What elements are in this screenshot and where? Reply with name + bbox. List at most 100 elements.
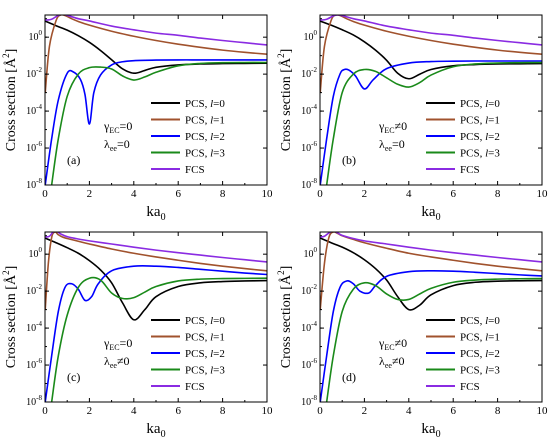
legend-entry: PCS, l=3 — [426, 148, 500, 160]
legend-label: PCS, l=3 — [185, 365, 225, 377]
y-tick-base: 10 — [29, 32, 39, 43]
legend-label-prefix: PCS, — [185, 365, 210, 377]
y-axis-label-close: ] — [4, 49, 19, 54]
legend-label: PCS, l=2 — [460, 131, 500, 143]
x-tick-label: 6 — [450, 405, 456, 417]
parameter-symbol: γ — [103, 119, 110, 133]
y-tick-exponent: -4 — [36, 320, 42, 328]
y-tick-exponent: -4 — [36, 103, 42, 111]
y-axis-label: Cross section [Å2] — [1, 49, 19, 152]
legend-label-prefix: PCS, — [185, 115, 210, 127]
parameter-subscript: EC — [109, 343, 119, 352]
y-tick-label: 10-8 — [26, 177, 42, 191]
legend-label-l: l — [210, 348, 213, 360]
x-axis-label-sub: 0 — [161, 429, 166, 440]
y-tick-base: 10 — [26, 397, 36, 408]
y-tick-base: 10 — [301, 180, 311, 191]
parameter-annotation: γEC=0 — [103, 336, 132, 352]
legend-label: FCS — [185, 381, 205, 393]
x-tick-label: 8 — [220, 405, 226, 417]
series-line — [320, 20, 542, 80]
legend-label-prefix: PCS, — [460, 365, 485, 377]
parameter-symbol: λ — [104, 354, 110, 368]
legend-label-l: l — [210, 332, 213, 344]
legend-label-l: l — [210, 315, 213, 327]
y-axis-label-text: Cross section [ — [4, 68, 19, 152]
x-axis-label-sub: 0 — [436, 429, 441, 440]
parameter-annotation: λee≠0 — [379, 354, 405, 370]
panel-label: (a) — [67, 153, 80, 167]
legend-entry: PCS, l=0 — [426, 98, 500, 110]
y-tick-label: 100 — [304, 246, 318, 260]
y-tick-exponent: -2 — [311, 66, 317, 74]
y-axis-label-close: ] — [279, 266, 294, 271]
y-tick-exponent: -2 — [311, 283, 317, 291]
y-axis-label: Cross section [Å2] — [276, 49, 294, 152]
legend-label: FCS — [460, 381, 480, 393]
legend-label-l: l — [210, 131, 213, 143]
legend-label-prefix: PCS, — [460, 98, 485, 110]
y-tick-label: 10-4 — [26, 103, 42, 117]
legend-label-prefix: PCS, — [185, 131, 210, 143]
x-tick-label: 2 — [87, 188, 93, 200]
y-tick-exponent: -8 — [36, 394, 42, 402]
y-axis-label-close: ] — [4, 266, 19, 271]
y-tick-exponent: -2 — [36, 66, 42, 74]
legend-label-text: FCS — [185, 164, 205, 176]
parameter-relation: ≠0 — [392, 354, 405, 368]
series-line — [325, 277, 542, 402]
legend-entry: PCS, l=2 — [151, 131, 225, 143]
legend-label: PCS, l=3 — [185, 148, 225, 160]
parameter-annotation: λee=0 — [379, 137, 405, 153]
legend-label: PCS, l=0 — [185, 315, 225, 327]
y-axis-label-text: Cross section [ — [279, 68, 294, 152]
legend-entry: PCS, l=3 — [151, 365, 225, 377]
parameter-symbol: λ — [104, 137, 110, 151]
x-tick-label: 0 — [42, 188, 48, 200]
parameter-subscript: ee — [110, 144, 118, 153]
legend-label-value: =3 — [488, 365, 500, 377]
x-tick-label: 4 — [131, 188, 137, 200]
legend-entry: PCS, l=1 — [426, 332, 500, 344]
y-axis-label: Cross section [Å2] — [276, 266, 294, 369]
legend-label: PCS, l=0 — [460, 315, 500, 327]
y-tick-base: 10 — [304, 32, 314, 43]
series-line — [45, 20, 267, 75]
y-tick-base: 10 — [26, 69, 36, 80]
legend-label-value: =1 — [488, 115, 500, 127]
legend-label-l: l — [485, 148, 488, 160]
parameter-symbol: γ — [103, 336, 110, 350]
legend-label-value: =2 — [488, 348, 500, 360]
legend-label: PCS, l=1 — [185, 332, 225, 344]
legend-label-value: =0 — [213, 98, 225, 110]
x-axis-label: ka0 — [421, 421, 440, 440]
parameter-symbol: λ — [379, 354, 385, 368]
parameter-relation: ≠0 — [395, 119, 408, 133]
legend-label-text: FCS — [460, 381, 480, 393]
y-tick-label: 100 — [29, 29, 43, 43]
legend-entry: PCS, l=3 — [426, 365, 500, 377]
x-tick-label: 6 — [450, 188, 456, 200]
y-tick-exponent: -8 — [36, 177, 42, 185]
parameter-annotation: γEC≠0 — [378, 119, 407, 135]
legend-label-value: =2 — [213, 348, 225, 360]
x-tick-label: 10 — [262, 405, 274, 417]
x-axis-label-text: ka — [421, 204, 436, 220]
legend-label: PCS, l=0 — [185, 98, 225, 110]
y-tick-label: 10-6 — [26, 357, 42, 371]
x-axis-label-sub: 0 — [161, 212, 166, 223]
legend-label-l: l — [485, 332, 488, 344]
legend-entry: PCS, l=1 — [426, 115, 500, 127]
y-tick-exponent: 0 — [39, 29, 43, 37]
y-tick-base: 10 — [301, 286, 311, 297]
legend-label-l: l — [485, 131, 488, 143]
y-tick-base: 10 — [304, 249, 314, 260]
parameter-subscript: ee — [385, 144, 393, 153]
legend-label-value: =0 — [488, 315, 500, 327]
legend-label: PCS, l=1 — [460, 332, 500, 344]
y-axis-label-sup: 2 — [276, 270, 286, 275]
parameter-symbol: γ — [378, 119, 385, 133]
legend-label-prefix: PCS, — [460, 348, 485, 360]
